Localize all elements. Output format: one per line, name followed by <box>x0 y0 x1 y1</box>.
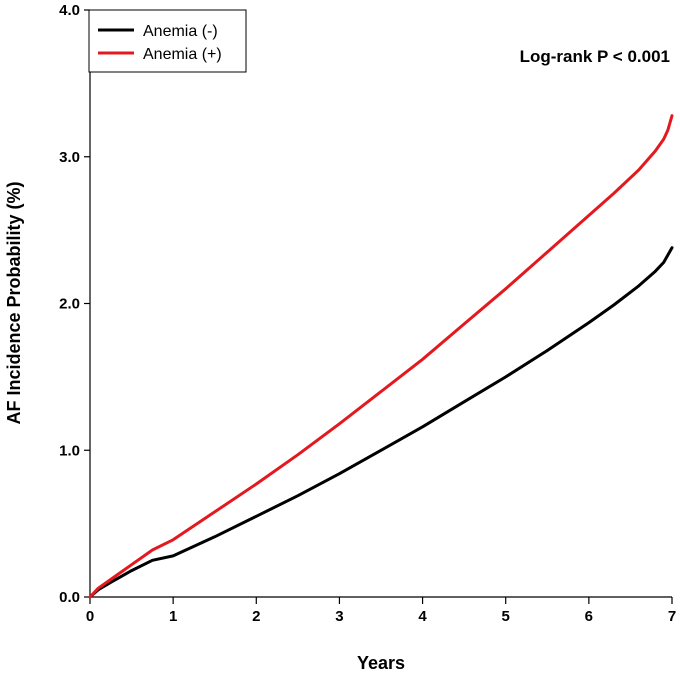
legend-box <box>88 9 247 73</box>
series-line-anemia-pos <box>88 114 674 599</box>
y-tick-label: 1.0 <box>59 442 80 459</box>
x-tick-label: 7 <box>668 608 676 625</box>
x-tick-label: 5 <box>502 608 510 625</box>
y-tick-label: 2.0 <box>59 296 80 313</box>
x-axis-title: Years <box>357 653 405 673</box>
legend-label-anemia-pos: Anemia (+) <box>143 46 222 63</box>
y-tick-label: 4.0 <box>59 2 80 19</box>
axes: 0.0 1.0 2.0 3.0 4.0 0 1 2 3 4 5 6 7 <box>59 2 676 625</box>
y-tick-label: 3.0 <box>59 149 80 166</box>
series-line-anemia-neg <box>88 246 674 599</box>
y-tick-label: 0.0 <box>59 589 80 606</box>
logrank-annotation: Log-rank P < 0.001 <box>520 47 670 66</box>
x-tick-label: 3 <box>335 608 343 625</box>
y-axis-title: AF Incidence Probability (%) <box>4 181 24 424</box>
legend: Anemia (-) Anemia (+) <box>88 9 247 73</box>
x-tick-label: 2 <box>252 608 260 625</box>
series-layer <box>88 114 674 599</box>
x-tick-label: 6 <box>585 608 593 625</box>
x-tick-label: 4 <box>418 608 427 625</box>
x-tick-label: 0 <box>86 608 94 625</box>
x-tick-label: 1 <box>169 608 177 625</box>
legend-label-anemia-neg: Anemia (-) <box>143 23 218 40</box>
